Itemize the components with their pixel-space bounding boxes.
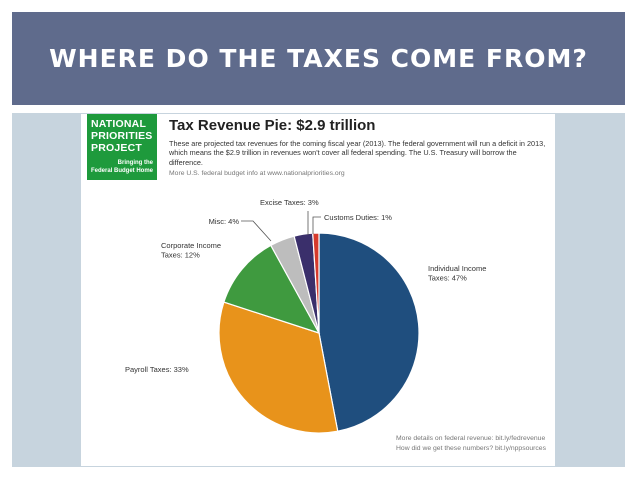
slice-label-misc: Misc: 4% bbox=[209, 217, 240, 226]
infographic: NATIONAL PRIORITIES PROJECT Bringing the… bbox=[81, 114, 555, 466]
logo-name: NATIONAL PRIORITIES PROJECT bbox=[91, 118, 153, 154]
leader-line-misc bbox=[241, 220, 272, 242]
leader-line-customs-duties bbox=[312, 216, 321, 234]
logo-name-line: PRIORITIES bbox=[91, 130, 153, 142]
pie-slice-corporate-income-taxes bbox=[223, 244, 321, 335]
slice-label-customs-duties: Customs Duties: 1% bbox=[324, 213, 392, 222]
logo-tagline: Bringing the Federal Budget Home bbox=[91, 159, 153, 175]
logo-name-line: NATIONAL bbox=[91, 118, 147, 130]
chart-description: These are projected tax revenues for the… bbox=[169, 139, 546, 167]
pie-slice-payroll-taxes bbox=[218, 301, 339, 434]
pie-chart: Individual Income Taxes: 47% Payroll Taxes… bbox=[125, 198, 486, 434]
logo: NATIONAL PRIORITIES PROJECT Bringing the… bbox=[87, 114, 157, 180]
slice-label-corporate-income-taxes: Corporate Income Taxes: 12% bbox=[161, 241, 221, 260]
slice-label-individual-income-taxes: Individual Income Taxes: 47% bbox=[428, 264, 486, 283]
chart-title: Tax Revenue Pie: $2.9 trillion bbox=[169, 117, 376, 134]
pie-slice-individual-income-taxes bbox=[318, 232, 420, 432]
logo-tagline-line: Federal Budget Home bbox=[90, 168, 153, 174]
slice-label-excise-taxes: Excise Taxes: 3% bbox=[260, 198, 319, 207]
footnote: More details on federal revenue: bit.ly/… bbox=[396, 434, 546, 454]
footnote-line[interactable]: More details on federal revenue: bit.ly/… bbox=[396, 435, 546, 442]
logo-name-line: PROJECT bbox=[91, 142, 142, 154]
slide-title: WHERE DO THE TAXES COME FROM? bbox=[49, 44, 588, 73]
slice-label-payroll-taxes: Payroll Taxes: 33% bbox=[125, 365, 189, 374]
footnote-line[interactable]: How did we get these numbers? bit.ly/npp… bbox=[396, 445, 546, 452]
more-info-link[interactable]: More U.S. federal budget info at www.nat… bbox=[169, 170, 345, 177]
title-bar: WHERE DO THE TAXES COME FROM? bbox=[12, 12, 625, 105]
logo-tagline-line: Bringing the bbox=[117, 160, 153, 166]
